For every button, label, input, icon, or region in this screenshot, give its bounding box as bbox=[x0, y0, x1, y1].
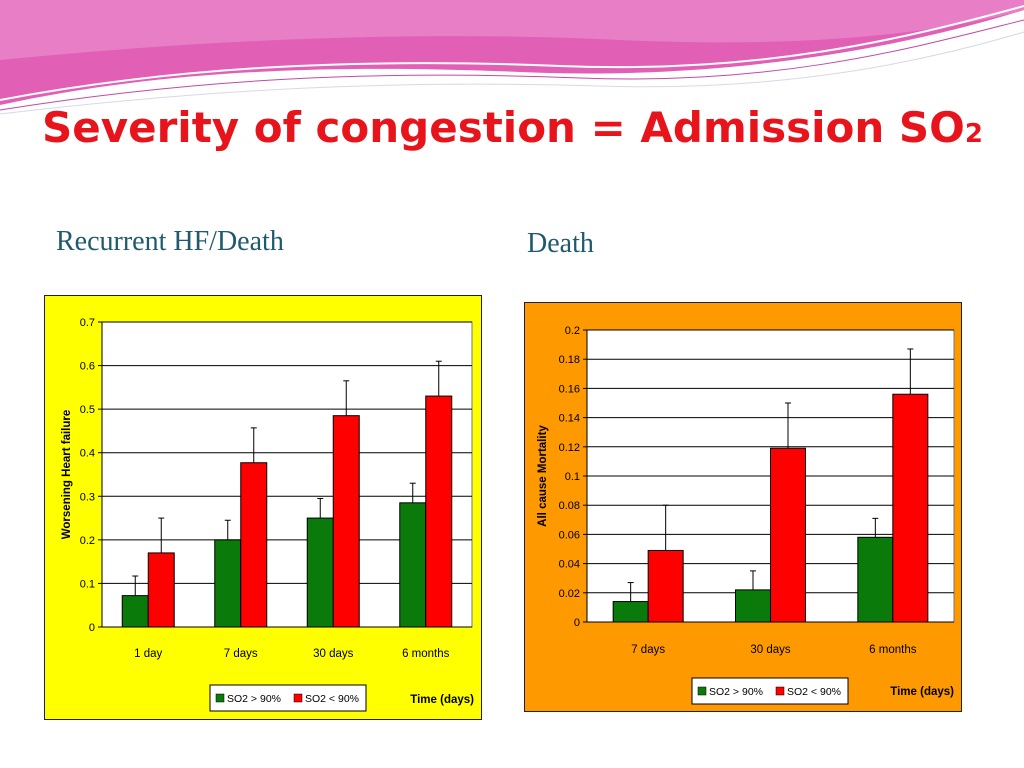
y-tick-label: 0.1 bbox=[80, 578, 95, 590]
y-tick-label: 0.6 bbox=[80, 361, 95, 373]
legend-label: SO2 > 90% bbox=[709, 686, 763, 698]
y-tick-label: 0.16 bbox=[559, 383, 580, 395]
legend-box bbox=[691, 677, 849, 705]
bar-so2-above-90 bbox=[399, 502, 427, 628]
legend-box bbox=[209, 684, 367, 712]
legend-swatch bbox=[697, 686, 707, 696]
title-main: Severity of congestion = Admission SO bbox=[42, 103, 965, 152]
y-tick-label: 0 bbox=[89, 622, 95, 634]
bar-so2-above-90 bbox=[121, 595, 149, 628]
legend-swatch bbox=[215, 693, 225, 703]
chart-worsening-heart-failure: 0 0.1 0.2 0.3 0.4 0.5 0.6 0.7 Worsening Heart fa… bbox=[44, 295, 482, 720]
bar-so2-below-90 bbox=[425, 395, 453, 628]
caption-recurrent-hf-death: Recurrent HF/Death bbox=[56, 226, 284, 257]
y-tick-label: 0.2 bbox=[565, 325, 580, 337]
x-category-label: 7 days bbox=[631, 644, 665, 656]
x-category-label: 7 days bbox=[224, 648, 258, 660]
y-tick-label: 0.08 bbox=[559, 500, 580, 512]
x-axis-title: Time (days) bbox=[890, 686, 954, 698]
slide-title: Severity of congestion = Admission SO2 bbox=[42, 100, 983, 162]
y-tick-label: 0.7 bbox=[80, 317, 95, 329]
bar-so2-above-90 bbox=[612, 601, 649, 623]
x-axis-title: Time (days) bbox=[410, 694, 474, 706]
y-tick-label: 0.18 bbox=[559, 354, 580, 366]
bar-so2-above-90 bbox=[306, 517, 334, 628]
x-category-label: 6 months bbox=[869, 644, 917, 656]
bar-so2-above-90 bbox=[857, 536, 894, 623]
bar-so2-below-90 bbox=[892, 393, 929, 623]
bar-so2-below-90 bbox=[647, 549, 684, 623]
x-category-label: 1 day bbox=[134, 648, 162, 660]
bar-so2-below-90 bbox=[332, 415, 360, 628]
y-tick-label: 0.5 bbox=[80, 404, 95, 416]
legend-label: SO2 < 90% bbox=[787, 686, 841, 698]
legend: SO2 > 90% SO2 < 90% bbox=[691, 677, 849, 705]
y-axis-title: Worsening Heart failure bbox=[61, 410, 73, 540]
caption-death: Death bbox=[527, 228, 594, 259]
y-tick-label: 0 bbox=[574, 617, 580, 629]
legend-label: SO2 > 90% bbox=[227, 693, 281, 705]
y-axis-title: All cause Mortality bbox=[537, 425, 549, 527]
y-tick-label: 0.14 bbox=[559, 413, 580, 425]
bar-so2-below-90 bbox=[240, 462, 268, 628]
y-tick-label: 0.06 bbox=[559, 529, 580, 541]
bar-so2-above-90 bbox=[735, 589, 771, 623]
decorative-banner bbox=[0, 0, 1024, 115]
y-tick-label: 0.3 bbox=[80, 491, 95, 503]
legend-swatch bbox=[775, 686, 785, 696]
bar-so2-above-90 bbox=[214, 539, 242, 628]
y-tick-label: 0.1 bbox=[565, 471, 580, 483]
x-category-label: 30 days bbox=[750, 644, 791, 656]
x-category-label: 30 days bbox=[313, 648, 354, 660]
bar-so2-below-90 bbox=[770, 447, 806, 623]
legend-label: SO2 < 90% bbox=[305, 693, 359, 705]
y-tick-label: 0.12 bbox=[559, 442, 580, 454]
bar-so2-below-90 bbox=[147, 552, 175, 628]
x-category-label: 6 months bbox=[402, 648, 450, 660]
y-tick-label: 0.02 bbox=[559, 588, 580, 600]
legend-swatch bbox=[293, 693, 303, 703]
y-tick-label: 0.4 bbox=[80, 448, 95, 460]
y-tick-label: 0.2 bbox=[80, 535, 95, 547]
y-tick-label: 0.04 bbox=[559, 559, 580, 571]
title-subscript: 2 bbox=[964, 119, 983, 149]
chart-all-cause-mortality: 0 0.02 0.04 0.06 0.08 0.1 0.12 0.14 0.16 0.18 0.2 A… bbox=[524, 302, 962, 712]
legend: SO2 > 90% SO2 < 90% bbox=[209, 684, 367, 712]
